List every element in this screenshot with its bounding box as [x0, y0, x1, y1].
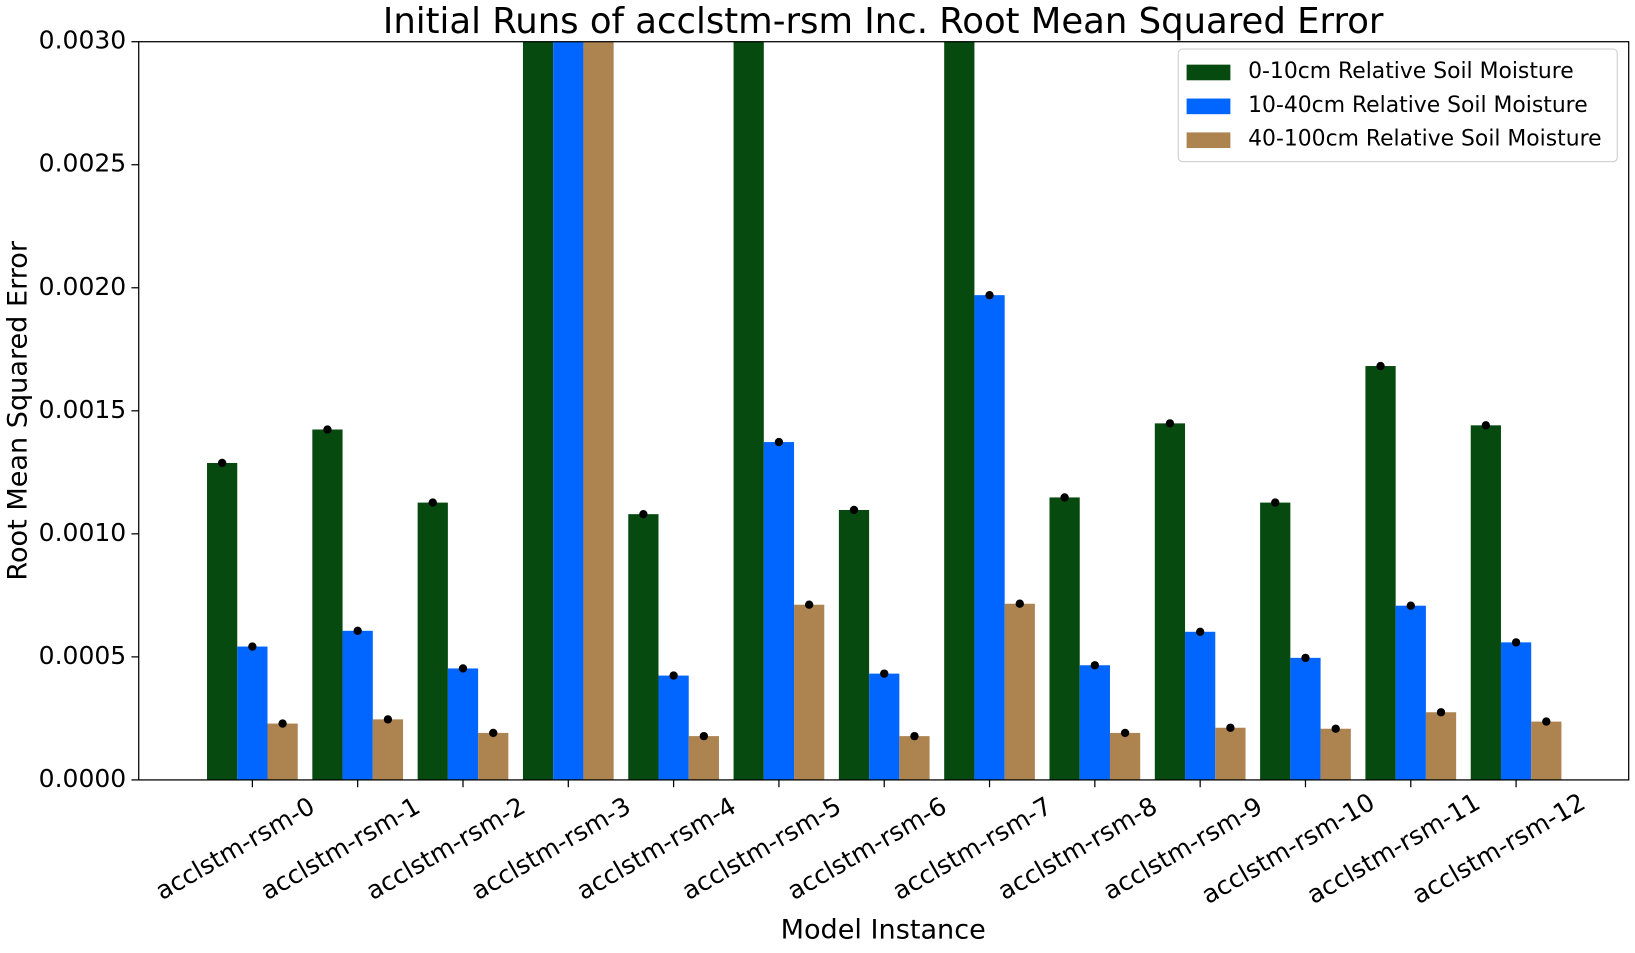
value-dot: [1301, 653, 1310, 663]
bar: [1215, 727, 1246, 780]
value-dot: [880, 669, 889, 678]
bar: [1365, 366, 1396, 780]
value-dot: [489, 728, 498, 738]
legend-label: 40-100cm Relative Soil Moisture: [1248, 127, 1601, 152]
x-tick-label: acclstm-rsm-10: [1197, 787, 1380, 909]
value-dot: [1060, 493, 1069, 502]
bar: [207, 462, 238, 780]
bar: [1425, 712, 1457, 780]
y-tick-label: 0.0020: [39, 272, 127, 301]
bar: [1109, 732, 1141, 780]
bar: [583, 41, 614, 780]
bar: [628, 514, 659, 780]
bar: [417, 502, 448, 780]
bar: [899, 736, 930, 780]
y-tick-label: 0.0015: [39, 395, 127, 424]
y-axis-label: Root Mean Squared Error: [2, 240, 33, 581]
value-dot: [910, 731, 919, 741]
legend-swatch: [1186, 64, 1231, 81]
y-tick-label: 0.0005: [39, 641, 127, 670]
value-dot: [428, 498, 437, 507]
value-dot: [774, 437, 784, 447]
value-dot: [1165, 419, 1175, 428]
bar: [1470, 425, 1501, 780]
bar: [1154, 423, 1186, 780]
value-dot: [353, 626, 362, 635]
value-dot: [1120, 728, 1130, 738]
value-dot: [383, 715, 393, 724]
legend-swatch: [1186, 132, 1231, 149]
value-dot: [248, 642, 257, 651]
y-tick-label: 0.0025: [39, 149, 127, 178]
value-dot: [1406, 601, 1415, 610]
value-dot: [1481, 421, 1491, 430]
value-dot: [669, 671, 678, 680]
value-dot: [323, 425, 332, 434]
value-dot: [1331, 724, 1340, 733]
value-dot: [639, 509, 648, 519]
value-dot: [1436, 708, 1446, 717]
value-dot: [1376, 361, 1385, 371]
bar: [688, 736, 719, 780]
x-tick-label: acclstm-rsm-11: [1302, 787, 1485, 909]
value-dot: [278, 719, 287, 728]
value-dot: [1015, 599, 1024, 608]
bar: [974, 295, 1005, 780]
value-dot: [217, 458, 227, 468]
bar: [763, 442, 795, 780]
bar: [658, 675, 689, 780]
bar: [1531, 721, 1562, 780]
value-dot: [458, 664, 468, 673]
bar: [869, 673, 900, 780]
bar: [312, 429, 343, 780]
bar: [342, 630, 373, 780]
value-dot: [699, 731, 709, 741]
bar: [522, 41, 554, 780]
legend-label: 10-40cm Relative Soil Moisture: [1248, 93, 1588, 118]
value-dot: [1090, 661, 1100, 670]
bar: [1395, 605, 1426, 780]
bar: [1290, 657, 1321, 780]
legend-box: [1177, 48, 1618, 163]
legend-label: 0-10cm Relative Soil Moisture: [1248, 59, 1574, 84]
legend-swatch: [1186, 98, 1231, 115]
value-dot: [1226, 723, 1235, 732]
plot-area: [207, 41, 1562, 780]
bar: [944, 41, 975, 780]
x-tick-label: acclstm-rsm-12: [1407, 787, 1590, 909]
x-axis-label: Model Instance: [781, 915, 986, 946]
bar: [1079, 665, 1110, 780]
value-dot: [1195, 627, 1205, 636]
value-dot: [985, 290, 994, 300]
value-dot: [804, 600, 814, 609]
bar: [1260, 502, 1291, 780]
bar: [447, 668, 479, 780]
bar: [1500, 642, 1532, 780]
bar: [1320, 728, 1351, 780]
bar: [1004, 603, 1035, 780]
bar: [733, 41, 764, 780]
bar: [1049, 497, 1080, 780]
bar: [553, 41, 584, 780]
value-dot: [1511, 638, 1521, 647]
y-tick-label: 0.0000: [39, 764, 127, 793]
y-tick-label: 0.0010: [39, 518, 127, 547]
bar: [237, 646, 268, 780]
bar: [267, 723, 298, 780]
bar: [478, 732, 509, 780]
bar: [372, 719, 404, 780]
value-dot: [1271, 498, 1280, 507]
chart-title: Initial Runs of acclstm-rsm Inc. Root Me…: [383, 1, 1384, 42]
bar: [1185, 631, 1216, 780]
value-dot: [849, 505, 859, 515]
value-dot: [1542, 717, 1551, 726]
y-tick-label: 0.0030: [39, 26, 127, 55]
bar: [838, 509, 870, 780]
bar: [794, 604, 825, 780]
